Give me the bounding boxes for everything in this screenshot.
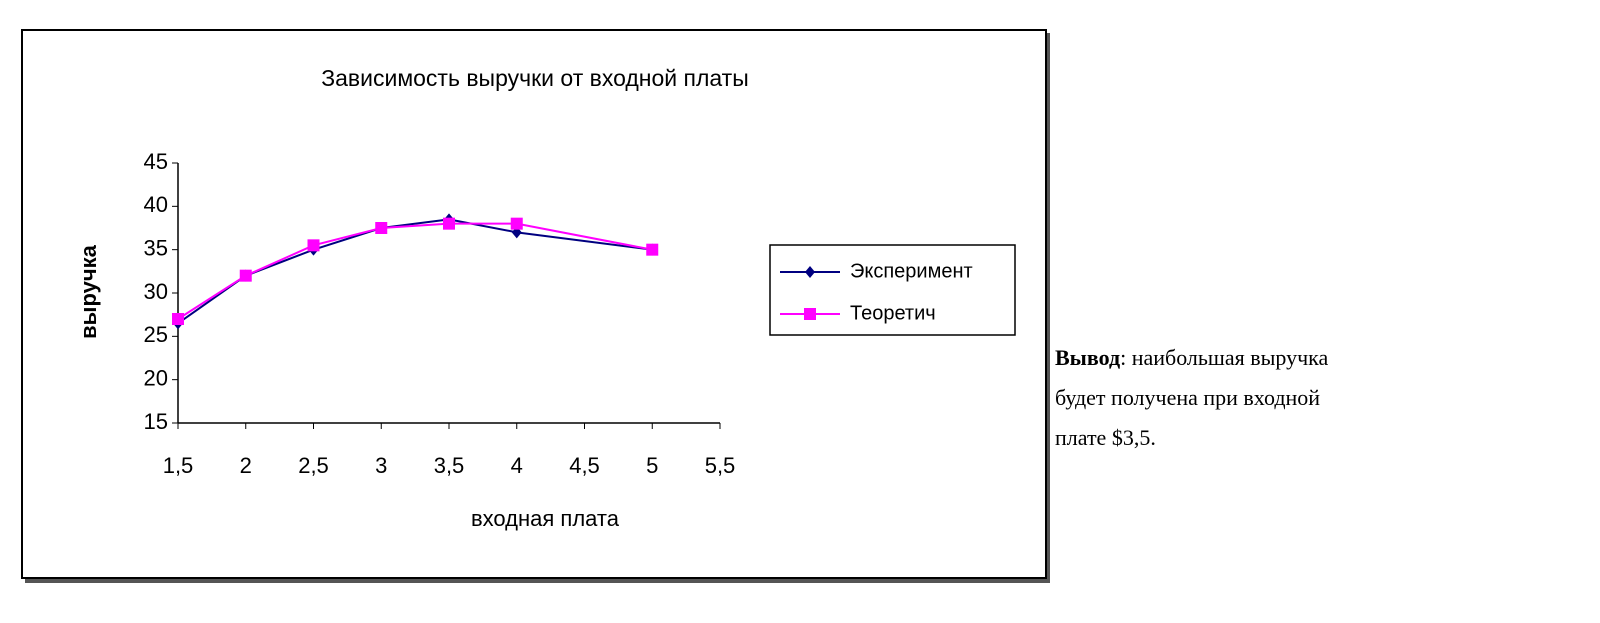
legend-label: Теоретич [850,302,936,324]
marker [510,217,523,230]
conclusion-text: Вывод: наибольшая выручка [1055,345,1329,370]
y-tick-label: 15 [144,409,168,434]
marker [375,222,388,234]
marker [646,243,659,256]
y-tick-label: 40 [144,192,168,217]
x-tick-label: 4 [511,453,523,478]
legend-marker [804,308,816,320]
y-tick-label: 35 [144,235,168,260]
legend-label: Эксперимент [850,260,973,282]
legend-marker [805,266,815,278]
x-tick-label: 5 [646,453,658,478]
y-axis-label: выручка [76,244,101,338]
x-tick-label: 3,5 [434,453,465,478]
chart-title: Зависимость выручки от входной платы [321,65,749,91]
marker [307,239,320,252]
y-tick-label: 30 [144,279,168,304]
conclusion-line: плате $3,5. [1055,425,1156,450]
marker [443,217,455,230]
x-tick-label: 4,5 [569,453,600,478]
x-tick-label: 1,5 [163,453,194,478]
y-tick-label: 20 [144,365,168,390]
marker [172,313,184,325]
x-tick-label: 5,5 [705,453,736,478]
conclusion-label: Вывод [1055,345,1120,370]
x-axis-label: входная плата [471,506,620,531]
x-tick-label: 2,5 [298,453,329,478]
y-tick-label: 25 [144,322,168,347]
y-tick-label: 45 [144,149,168,174]
x-tick-label: 2 [240,453,252,478]
x-tick-label: 3 [375,453,387,478]
conclusion-line: будет получена при входной [1055,385,1320,410]
conclusion-line: : наибольшая выручка [1120,345,1328,370]
marker [239,269,252,282]
